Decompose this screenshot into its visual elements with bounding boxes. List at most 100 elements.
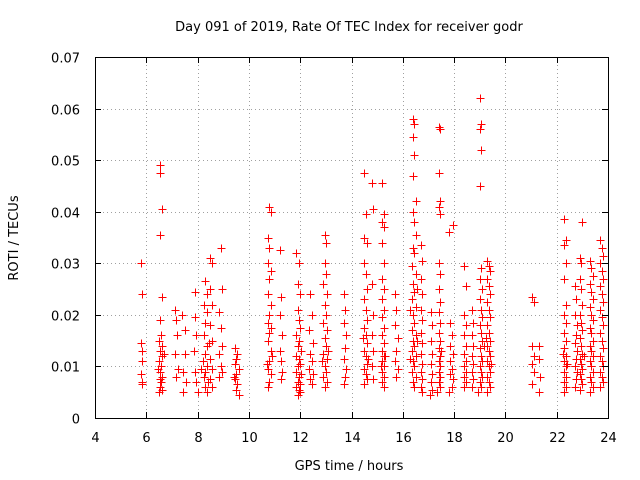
y-tick-label: 0.05: [51, 155, 80, 170]
data-point: [586, 357, 595, 366]
data-point: [263, 360, 272, 369]
data-point: [560, 241, 569, 250]
data-point: [378, 239, 387, 248]
data-point: [305, 326, 314, 335]
data-point: [435, 329, 444, 338]
data-point: [321, 301, 330, 310]
data-point: [562, 259, 571, 268]
data-point: [426, 391, 435, 400]
data-point: [573, 321, 582, 330]
data-point: [208, 259, 217, 268]
data-point: [362, 210, 371, 219]
data-point: [409, 133, 418, 142]
data-point: [460, 311, 469, 320]
data-point: [278, 368, 287, 377]
data-point: [341, 373, 350, 382]
data-point: [342, 331, 351, 340]
data-point: [586, 373, 595, 382]
data-point: [435, 259, 444, 268]
data-point: [436, 197, 445, 206]
data-point: [599, 321, 608, 330]
data-point: [428, 386, 437, 395]
data-point: [483, 342, 492, 351]
data-point: [206, 355, 215, 364]
data-point: [599, 298, 608, 307]
data-point: [173, 331, 182, 340]
data-point: [436, 125, 445, 134]
data-point: [589, 368, 598, 377]
data-point: [469, 319, 478, 328]
data-point: [477, 352, 486, 361]
data-point: [477, 264, 486, 273]
data-point: [462, 357, 471, 366]
x-tick-label: 6: [142, 431, 150, 446]
data-point: [476, 125, 485, 134]
data-point: [446, 370, 455, 379]
data-point: [156, 316, 165, 325]
data-point: [460, 262, 469, 271]
data-point: [428, 321, 437, 330]
data-point: [378, 357, 387, 366]
data-point: [418, 257, 427, 266]
data-point: [576, 370, 585, 379]
data-point: [265, 378, 274, 387]
data-point: [359, 334, 368, 343]
data-point: [340, 319, 349, 328]
data-point: [409, 208, 418, 217]
data-point: [477, 383, 486, 392]
data-points: [137, 94, 608, 400]
data-point: [265, 311, 274, 320]
data-point: [559, 350, 568, 359]
data-point: [318, 357, 327, 366]
data-point: [562, 337, 571, 346]
data-point: [476, 295, 485, 304]
x-tick-label: 10: [241, 431, 258, 446]
data-point: [321, 362, 330, 371]
data-point: [562, 301, 571, 310]
data-point: [137, 339, 146, 348]
data-point: [264, 259, 273, 268]
data-point: [138, 347, 147, 356]
data-point: [392, 306, 401, 315]
x-tick-labels: 4 6 8 10 12 14 16 18 20 22 24: [91, 431, 616, 446]
data-point: [477, 306, 486, 315]
data-point: [381, 352, 390, 361]
data-point: [265, 203, 274, 212]
data-point: [369, 375, 378, 384]
data-point: [578, 326, 587, 335]
data-point: [157, 378, 166, 387]
data-point: [445, 388, 454, 397]
data-point: [589, 295, 598, 304]
data-point: [599, 378, 608, 387]
data-point: [599, 344, 608, 353]
data-point: [483, 321, 492, 330]
data-point: [264, 290, 273, 299]
data-point: [201, 319, 210, 328]
data-point: [528, 360, 537, 369]
data-point: [587, 362, 596, 371]
data-point: [446, 357, 455, 366]
data-point: [408, 368, 417, 377]
data-point: [435, 368, 444, 377]
data-point: [268, 352, 277, 361]
data-point: [201, 383, 210, 392]
data-point: [267, 301, 276, 310]
data-point: [469, 342, 478, 351]
data-point: [417, 241, 426, 250]
data-point: [427, 378, 436, 387]
data-point: [436, 270, 445, 279]
data-point: [363, 239, 372, 248]
data-point: [309, 339, 318, 348]
data-point: [309, 370, 318, 379]
data-point: [435, 203, 444, 212]
data-point: [410, 319, 419, 328]
data-point: [596, 368, 605, 377]
data-point: [368, 362, 377, 371]
data-point: [406, 306, 415, 315]
data-point: [448, 331, 457, 340]
data-point: [598, 267, 607, 276]
data-point: [448, 365, 457, 374]
data-point: [203, 308, 212, 317]
data-point: [412, 270, 421, 279]
